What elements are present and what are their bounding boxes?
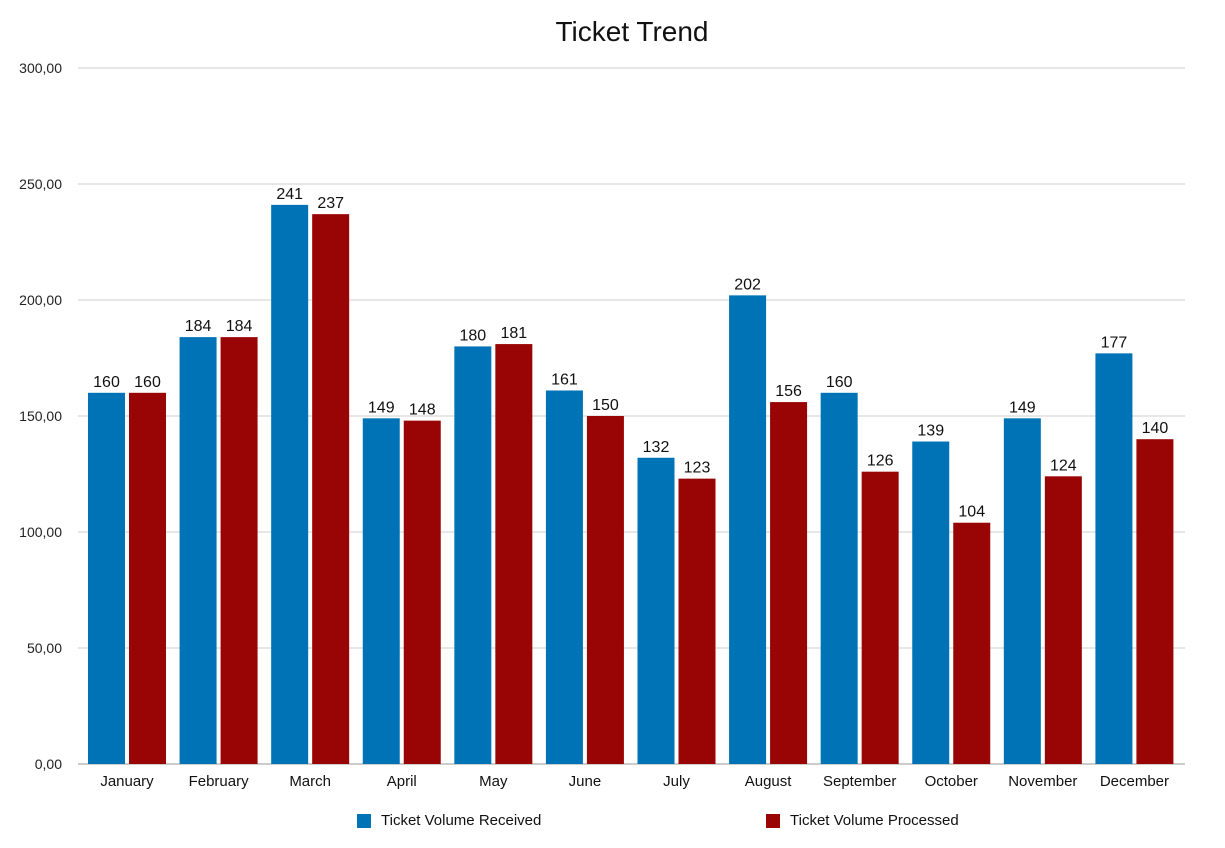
x-tick-label: April — [387, 773, 417, 790]
y-tick-label: 150,00 — [19, 408, 62, 424]
x-tick-label: August — [745, 773, 793, 790]
data-label-processed: 237 — [317, 195, 344, 212]
data-label-processed: 124 — [1050, 457, 1077, 474]
legend-swatch-received — [357, 813, 371, 828]
legend-item-received: Ticket Volume Received — [357, 812, 541, 829]
bar-received — [729, 295, 767, 764]
data-label-received: 149 — [368, 399, 395, 416]
chart-title: Ticket Trend — [555, 16, 709, 47]
x-tick-label: October — [925, 773, 978, 790]
data-label-received: 202 — [734, 276, 761, 293]
bar-received — [637, 457, 675, 764]
y-tick-label: 100,00 — [19, 524, 62, 540]
bar-received — [912, 441, 950, 764]
bar-received — [179, 337, 217, 764]
bar-processed — [403, 420, 441, 764]
data-label-received: 132 — [643, 439, 670, 456]
x-tick-label: September — [823, 773, 896, 790]
legend-label-received: Ticket Volume Received — [381, 812, 542, 829]
bar-processed — [220, 337, 258, 764]
data-label-processed: 104 — [958, 504, 985, 521]
data-label-processed: 150 — [592, 397, 619, 414]
data-label-received: 241 — [276, 186, 303, 203]
x-tick-label: May — [479, 773, 508, 790]
x-tick-label: February — [189, 773, 250, 790]
bar-processed — [678, 478, 716, 764]
x-tick-label: March — [289, 773, 331, 790]
y-tick-label: 250,00 — [19, 176, 62, 192]
data-label-received: 160 — [93, 374, 120, 391]
y-tick-label: 200,00 — [19, 292, 62, 308]
bar-received — [545, 390, 583, 764]
data-label-processed: 156 — [775, 383, 802, 400]
data-label-received: 177 — [1101, 334, 1128, 351]
y-tick-label: 0,00 — [35, 756, 62, 772]
data-label-processed: 184 — [226, 318, 253, 335]
y-tick-label: 50,00 — [27, 640, 62, 656]
data-label-received: 139 — [917, 423, 944, 440]
bar-received — [1003, 418, 1041, 764]
data-label-processed: 160 — [134, 374, 161, 391]
data-label-received: 180 — [459, 327, 486, 344]
bar-processed — [1136, 439, 1174, 764]
bar-processed — [1044, 476, 1082, 764]
data-label-received: 149 — [1009, 399, 1036, 416]
bar-processed — [586, 416, 624, 764]
bar-processed — [312, 214, 350, 764]
x-tick-label: July — [663, 773, 690, 790]
bar-received — [88, 392, 125, 764]
data-label-processed: 140 — [1142, 420, 1169, 437]
bar-processed — [495, 344, 533, 764]
data-label-processed: 148 — [409, 402, 436, 419]
bar-processed — [129, 392, 166, 764]
bar-processed — [953, 522, 991, 764]
x-tick-label: December — [1100, 773, 1169, 790]
y-tick-label: 300,00 — [19, 60, 62, 76]
legend-label-processed: Ticket Volume Processed — [790, 812, 959, 829]
data-label-processed: 126 — [867, 453, 894, 470]
bar-received — [454, 346, 492, 764]
bar-received — [271, 204, 309, 764]
x-tick-label: November — [1008, 773, 1077, 790]
x-tick-label: June — [569, 773, 602, 790]
data-label-received: 161 — [551, 371, 578, 388]
bar-processed — [770, 402, 808, 764]
data-label-processed: 123 — [684, 460, 711, 477]
bar-received — [1095, 353, 1133, 764]
bar-received — [820, 392, 858, 764]
data-label-received: 160 — [826, 374, 853, 391]
legend-swatch-processed — [766, 813, 780, 828]
data-label-received: 184 — [185, 318, 212, 335]
bar-processed — [861, 471, 899, 764]
legend-item-processed: Ticket Volume Processed — [766, 812, 959, 829]
x-tick-label: January — [100, 773, 154, 790]
data-label-processed: 181 — [500, 325, 527, 342]
bar-received — [362, 418, 400, 764]
